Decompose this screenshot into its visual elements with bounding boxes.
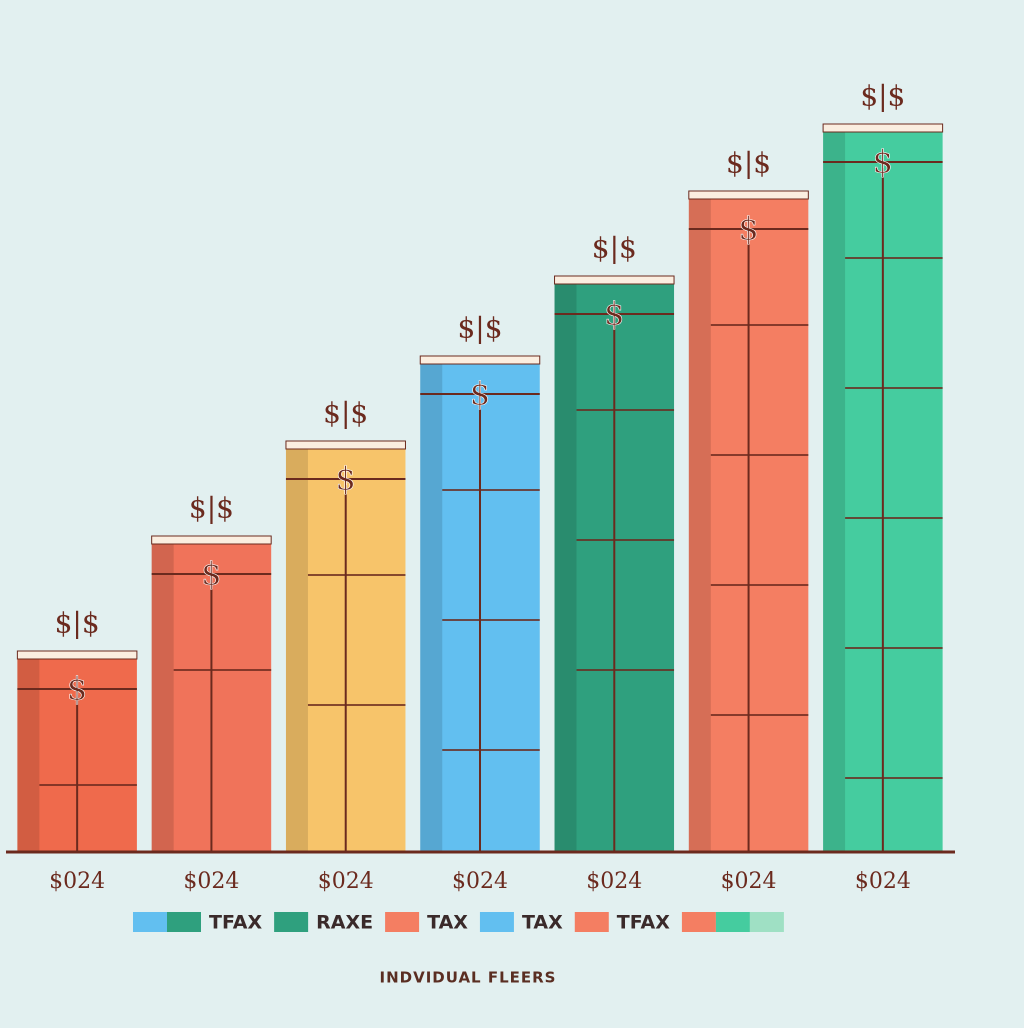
- bar-inner-label: $: [201, 555, 221, 593]
- bar-top-label: $|$: [860, 80, 905, 113]
- bar-top-label: $|$: [323, 397, 368, 430]
- legend-swatch: [749, 912, 784, 932]
- bar-side: [554, 280, 577, 852]
- legend-swatch: [385, 912, 420, 932]
- bar-top-label: $|$: [189, 492, 234, 525]
- x-tick-label: $024: [318, 869, 374, 894]
- bar-side: [823, 128, 846, 852]
- bar-cap: [822, 123, 944, 133]
- bar-cap: [554, 275, 675, 285]
- bar-cap: [688, 190, 809, 200]
- bar-side: [420, 360, 443, 852]
- bar-top-label: $|$: [55, 607, 100, 640]
- x-tick-label: $024: [586, 869, 642, 894]
- legend-swatch: [479, 912, 514, 932]
- x-tick-label: $024: [855, 869, 911, 894]
- bar-top-label: $|$: [726, 147, 771, 180]
- x-tick-label: $024: [183, 869, 239, 894]
- legend-swatch: [574, 912, 609, 932]
- legend-label: RAXE: [316, 912, 373, 934]
- legend-label: TFAX: [209, 912, 262, 934]
- legend-label: TFAX: [617, 912, 670, 934]
- legend-label: TAX: [427, 912, 468, 934]
- legend-swatch: [681, 912, 716, 932]
- x-tick-label: $024: [721, 869, 777, 894]
- bar-top-label: $|$: [592, 232, 637, 265]
- bar-side: [151, 540, 174, 852]
- bar-inner-label: $: [873, 143, 893, 181]
- bar-inner-label: $: [67, 670, 87, 708]
- legend-swatch: [274, 912, 309, 932]
- bar-cap: [16, 650, 138, 660]
- bar-inner-label: $: [336, 460, 356, 498]
- bar-cap: [419, 355, 541, 365]
- legend-swatch: [715, 912, 750, 932]
- legend-swatch: [167, 912, 201, 932]
- bar-top-label: $|$: [457, 312, 502, 345]
- bar-inner-label: $: [738, 210, 758, 248]
- legend-swatch: [133, 912, 167, 932]
- bar-side: [688, 195, 711, 852]
- bar-inner-label: $: [470, 375, 490, 413]
- x-tick-label: $024: [49, 869, 105, 894]
- bar-inner-label: $: [604, 295, 624, 333]
- x-axis-label: INDVIDUAL FLEERS: [380, 969, 557, 987]
- x-tick-label: $024: [452, 869, 508, 894]
- bar-cap: [151, 535, 272, 545]
- bar-side: [285, 445, 308, 852]
- legend-label: TAX: [522, 912, 563, 934]
- bar-cap: [285, 440, 406, 450]
- bar-side: [17, 655, 40, 852]
